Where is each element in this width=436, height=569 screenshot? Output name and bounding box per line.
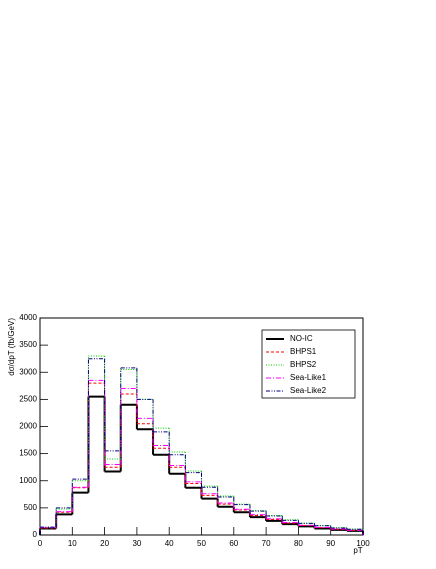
y-tick-label: 3000 bbox=[19, 367, 37, 376]
x-tick-label: 10 bbox=[68, 539, 77, 548]
y-tick-label: 0 bbox=[33, 530, 38, 539]
y-tick-label: 2500 bbox=[19, 394, 37, 403]
x-tick-label: 20 bbox=[100, 539, 109, 548]
y-tick-label: 4000 bbox=[19, 313, 37, 322]
legend-box bbox=[261, 329, 356, 399]
x-tick-label: 40 bbox=[165, 539, 174, 548]
y-tick-label: 1500 bbox=[19, 449, 37, 458]
x-tick-label: 70 bbox=[262, 539, 271, 548]
legend-label: Sea-Like1 bbox=[290, 373, 327, 382]
legend-label: NO-IC bbox=[290, 334, 313, 343]
x-tick-label: 50 bbox=[197, 539, 206, 548]
x-tick-label: 100 bbox=[356, 539, 370, 548]
x-tick-label: 0 bbox=[38, 539, 43, 548]
y-tick-label: 2000 bbox=[19, 422, 37, 431]
y-axis-label: dσ/dpT (fb/GeV) bbox=[7, 318, 16, 376]
legend-label: Sea-Like2 bbox=[290, 386, 327, 395]
x-tick-label: 30 bbox=[132, 539, 141, 548]
legend-label: BHPS1 bbox=[290, 347, 317, 356]
y-tick-label: 500 bbox=[24, 503, 38, 512]
y-tick-label: 1000 bbox=[19, 476, 37, 485]
x-axis-label: pT bbox=[353, 546, 362, 555]
x-tick-label: 60 bbox=[229, 539, 238, 548]
x-tick-label: 90 bbox=[326, 539, 335, 548]
legend-label: BHPS2 bbox=[290, 360, 317, 369]
x-tick-label: 80 bbox=[294, 539, 303, 548]
y-tick-label: 3500 bbox=[19, 340, 37, 349]
